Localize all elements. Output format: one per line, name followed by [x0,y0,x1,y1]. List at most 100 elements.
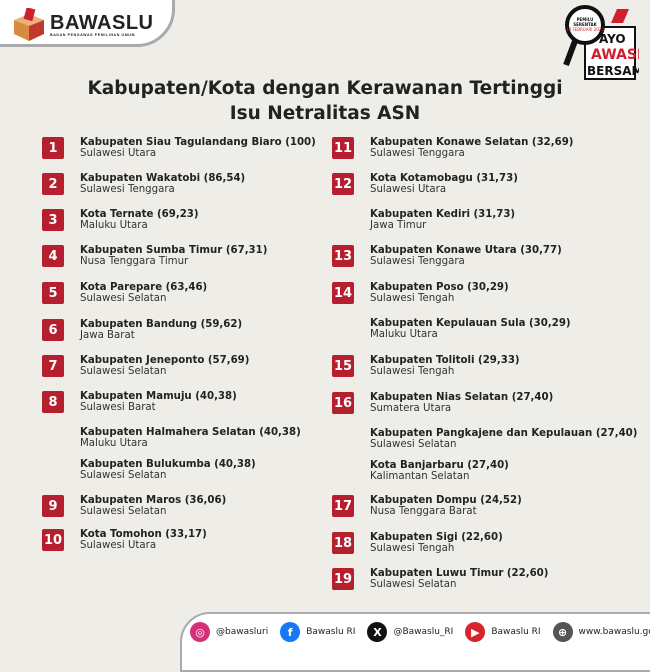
list-item: Kabupaten Kepulauan Sula (30,29) Maluku … [332,316,571,342]
footer-link-globe[interactable]: ⊕ www.bawaslu.go.id [552,622,650,642]
rank-badge: 13 [332,245,354,267]
footer-label: Bawaslu RI [491,627,541,637]
province-name: Sulawesi Tenggara [370,256,465,267]
rank-badge: 8 [42,391,64,413]
regency-name: Kabupaten Kediri (31,73) [370,209,516,220]
list-item: 3 Kota Ternate (69,23) Maluku Utara [42,207,199,233]
rank-badge: 1 [42,137,64,159]
regency-name: Kabupaten Nias Selatan (27,40) [370,392,554,403]
province-name: Sulawesi Barat [80,402,156,413]
facebook-icon: f [280,622,301,642]
list-item: 2 Kabupaten Wakatobi (86,54) Sulawesi Te… [42,171,245,197]
footer-link-facebook[interactable]: f Bawaslu RI [280,622,355,642]
regency-name: Kota Tomohon (33,17) [80,529,207,540]
province-name: Maluku Utara [370,329,438,340]
regency-name: Kabupaten Bandung (59,62) [80,319,243,330]
footer-link-youtube[interactable]: ▶ Bawaslu RI [465,622,541,642]
province-name: Jawa Timur [370,220,427,231]
province-name: Kalimantan Selatan [370,471,470,482]
province-name: Sulawesi Selatan [80,506,167,517]
province-name: Sulawesi Tengah [370,543,455,554]
ayo-awasi-bersama-logo: PEMILU SERENTAK 14 FEBRUARI 2024 AYO AWA… [563,5,650,81]
svg-text:AYO: AYO [599,32,626,46]
list-item: Kota Banjarbaru (27,40) Kalimantan Selat… [332,458,509,484]
rank-badge: 6 [42,319,64,341]
rank-badge: 3 [42,209,64,231]
province-name: Nusa Tenggara Barat [370,506,477,517]
rank-badge: 11 [332,137,354,159]
regency-name: Kabupaten Maros (36,06) [80,495,227,506]
rank-badge: 4 [42,245,64,267]
province-name: Sulawesi Tenggara [80,184,175,195]
province-name: Sulawesi Selatan [370,579,457,590]
list-item: 18 Kabupaten Sigi (22,60) Sulawesi Tenga… [332,530,503,556]
rank-badge: 12 [332,173,354,195]
province-name: Sulawesi Tengah [370,366,455,377]
list-item: 13 Kabupaten Konawe Utara (30,77) Sulawe… [332,243,562,269]
rank-badge: 14 [332,282,354,304]
list-item: 6 Kabupaten Bandung (59,62) Jawa Barat [42,317,242,343]
list-item: 16 Kabupaten Nias Selatan (27,40) Sumate… [332,390,553,416]
regency-name: Kabupaten Bulukumba (40,38) [80,459,256,470]
youtube-icon: ▶ [465,622,486,642]
rank-badge: 17 [332,495,354,517]
brand-subtitle: BADAN PENGAWAS PEMILIHAN UMUM [50,33,136,37]
regency-name: Kabupaten Siau Tagulandang Biaro (100) [80,137,316,148]
province-name: Jawa Barat [80,330,135,341]
rank-badge: 10 [42,529,64,551]
svg-text:PEMILU: PEMILU [577,17,594,22]
footer-link-x[interactable]: X @Bawaslu_RI [367,622,453,642]
list-item: 15 Kabupaten Tolitoli (29,33) Sulawesi T… [332,353,520,379]
rank-badge: 7 [42,355,64,377]
list-item: 5 Kota Parepare (63,46) Sulawesi Selatan [42,280,207,306]
province-name: Sumatera Utara [370,403,452,414]
list-item: 17 Kabupaten Dompu (24,52) Nusa Tenggara… [332,493,522,519]
list-item: 14 Kabupaten Poso (30,29) Sulawesi Tenga… [332,280,509,306]
rank-badge: 19 [332,568,354,590]
list-item: Kabupaten Kediri (31,73) Jawa Timur [332,207,515,233]
svg-text:14 FEBRUARI 2024: 14 FEBRUARI 2024 [566,27,604,32]
province-name: Sulawesi Tengah [370,293,455,304]
footer-label: @bawasluri [216,627,269,637]
list-item: 19 Kabupaten Luwu Timur (22,60) Sulawesi… [332,566,548,592]
regency-name: Kabupaten Sigi (22,60) [370,532,503,543]
x-icon: X [367,622,388,642]
footer-label: @Bawaslu_RI [393,627,454,637]
list-item: Kabupaten Pangkajene dan Kepulauan (27,4… [332,426,637,452]
regency-name: Kabupaten Luwu Timur (22,60) [370,568,549,579]
footer-link-instagram[interactable]: ◎ @bawasluri [190,622,268,642]
svg-text:BERSAMA: BERSAMA [587,64,639,78]
list-item: 4 Kabupaten Sumba Timur (67,31) Nusa Ten… [42,243,267,269]
province-name: Sulawesi Selatan [80,470,167,481]
list-item: Kabupaten Halmahera Selatan (40,38) Malu… [42,425,301,451]
regency-name: Kota Ternate (69,23) [80,209,199,220]
regency-name: Kabupaten Mamuju (40,38) [80,391,237,402]
regency-name: Kabupaten Wakatobi (86,54) [80,173,246,184]
regency-name: Kabupaten Konawe Selatan (32,69) [370,137,574,148]
regency-name: Kabupaten Pangkajene dan Kepulauan (27,4… [370,428,638,439]
regency-name: Kabupaten Tolitoli (29,33) [370,355,520,366]
brand-name: BAWASLU [50,12,154,34]
list-item: 12 Kota Kotamobagu (31,73) Sulawesi Utar… [332,171,518,197]
bawaslu-logo: BAWASLU BADAN PENGAWAS PEMILIHAN UMUM [12,7,154,42]
page-title-line1: Kabupaten/Kota dengan Kerawanan Tertingg… [87,78,563,99]
province-name: Sulawesi Selatan [80,293,167,304]
svg-text:SERENTAK: SERENTAK [573,22,597,27]
rank-badge: 15 [332,355,354,377]
regency-name: Kabupaten Halmahera Selatan (40,38) [80,427,301,438]
province-name: Nusa Tenggara Timur [80,256,189,267]
regency-name: Kota Kotamobagu (31,73) [370,173,518,184]
regency-name: Kabupaten Poso (30,29) [370,282,509,293]
list-item: 1 Kabupaten Siau Tagulandang Biaro (100)… [42,135,316,161]
regency-name: Kota Parepare (63,46) [80,282,208,293]
province-name: Sulawesi Tenggara [370,148,465,159]
rank-badge: 5 [42,282,64,304]
globe-icon: ⊕ [552,622,573,642]
province-name: Maluku Utara [80,438,148,449]
regency-name: Kabupaten Konawe Utara (30,77) [370,245,562,256]
list-item: Kabupaten Bulukumba (40,38) Sulawesi Sel… [42,457,256,483]
rank-badge: 16 [332,392,354,414]
province-name: Maluku Utara [80,220,148,231]
list-item: 10 Kota Tomohon (33,17) Sulawesi Utara [42,527,207,553]
list-item: 11 Kabupaten Konawe Selatan (32,69) Sula… [332,135,573,161]
